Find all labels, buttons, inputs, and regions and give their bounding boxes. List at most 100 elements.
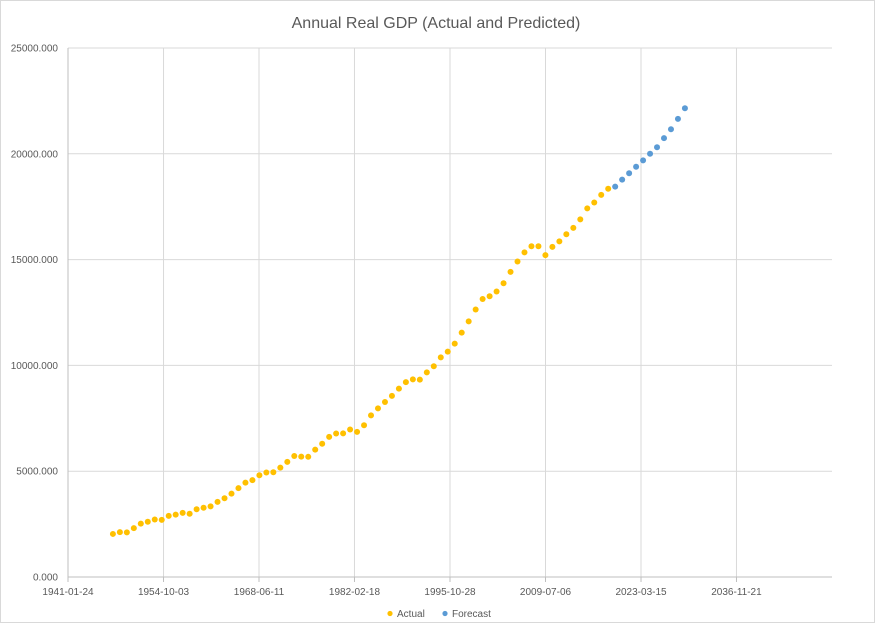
actual-point	[298, 453, 305, 460]
actual-point	[479, 295, 486, 302]
legend-label-forecast: Forecast	[452, 609, 491, 620]
actual-point	[486, 293, 493, 300]
actual-point	[605, 185, 612, 192]
actual-point	[472, 306, 479, 313]
actual-point	[249, 477, 256, 484]
actual-point	[388, 392, 395, 399]
x-tick-label: 1941-01-24	[42, 587, 94, 598]
forecast-point	[647, 150, 654, 157]
legend-marker-forecast	[442, 610, 448, 617]
actual-point	[521, 249, 528, 256]
actual-point	[158, 516, 165, 523]
actual-point	[563, 231, 570, 238]
forecast-point	[654, 144, 661, 151]
actual-point	[354, 428, 361, 435]
x-tick-label: 1995-10-28	[424, 587, 476, 598]
actual-point	[598, 191, 605, 198]
actual-point	[465, 318, 472, 325]
chart-title: Annual Real GDP (Actual and Predicted)	[292, 15, 581, 32]
actual-point	[137, 520, 144, 527]
actual-point	[381, 399, 388, 406]
actual-point	[151, 516, 158, 523]
series-actual	[109, 185, 612, 537]
actual-point	[172, 511, 179, 518]
points-layer	[109, 105, 688, 537]
actual-point	[395, 385, 402, 392]
x-tick-label: 2036-11-21	[711, 587, 762, 598]
actual-point	[528, 243, 535, 250]
actual-point	[549, 243, 556, 250]
x-tick-label: 1954-10-03	[138, 587, 190, 598]
actual-point	[493, 288, 500, 295]
actual-point	[319, 440, 326, 447]
actual-point	[451, 340, 458, 347]
actual-point	[193, 506, 200, 513]
y-tick-label: 15000.000	[11, 255, 59, 266]
actual-point	[437, 354, 444, 361]
actual-point	[402, 379, 409, 386]
legend: Actual Forecast	[387, 609, 491, 620]
actual-point	[507, 268, 514, 275]
forecast-point	[681, 105, 688, 112]
actual-point	[130, 525, 137, 532]
actual-point	[214, 498, 221, 505]
actual-point	[416, 376, 423, 383]
actual-point	[570, 224, 577, 231]
x-tick-label: 1982-02-18	[329, 587, 381, 598]
forecast-point	[612, 183, 619, 190]
x-tick-label: 1968-06-11	[234, 587, 285, 598]
actual-point	[207, 503, 214, 510]
actual-point	[584, 205, 591, 212]
actual-point	[221, 495, 228, 502]
actual-point	[326, 433, 333, 440]
actual-point	[291, 452, 298, 459]
actual-point	[200, 504, 207, 511]
actual-point	[165, 512, 172, 519]
forecast-point	[661, 135, 668, 142]
actual-point	[556, 238, 563, 245]
actual-point	[228, 490, 235, 497]
y-tick-label: 5000.000	[16, 467, 58, 478]
actual-point	[444, 348, 451, 355]
actual-point	[577, 216, 584, 223]
actual-point	[235, 485, 242, 492]
y-tick-label: 20000.000	[11, 149, 59, 160]
y-tick-label: 10000.000	[11, 361, 59, 372]
forecast-point	[667, 126, 674, 133]
forecast-point	[626, 170, 633, 177]
actual-point	[333, 430, 340, 437]
actual-point	[458, 329, 465, 336]
actual-point	[500, 280, 507, 287]
actual-point	[277, 464, 284, 471]
actual-point	[123, 529, 130, 536]
actual-point	[514, 258, 521, 265]
x-tick-label: 2009-07-06	[520, 587, 572, 598]
actual-point	[374, 405, 381, 412]
actual-point	[361, 422, 368, 429]
actual-point	[256, 472, 263, 479]
forecast-point	[633, 163, 640, 170]
legend-label-actual: Actual	[397, 609, 425, 620]
grid-layer	[68, 47, 832, 577]
x-tick-label: 2023-03-15	[615, 587, 667, 598]
actual-point	[347, 426, 354, 433]
actual-point	[430, 363, 437, 370]
actual-point	[186, 510, 193, 517]
actual-point	[284, 458, 291, 465]
axis-layer: 0.000 5000.000 10000.000 15000.000 20000.000…	[11, 44, 832, 598]
actual-point	[368, 412, 375, 419]
actual-point	[179, 509, 186, 516]
actual-point	[263, 469, 270, 476]
actual-point	[312, 446, 319, 453]
actual-point	[109, 530, 116, 537]
actual-point	[242, 479, 249, 486]
actual-point	[423, 369, 430, 376]
actual-point	[409, 376, 416, 383]
actual-point	[116, 529, 123, 536]
actual-point	[305, 453, 312, 460]
actual-point	[270, 469, 277, 476]
forecast-point	[640, 157, 647, 164]
legend-marker-actual	[387, 610, 393, 617]
forecast-point	[619, 176, 626, 183]
